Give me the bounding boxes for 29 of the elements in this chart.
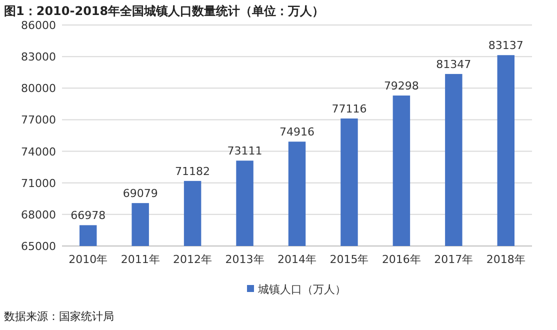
y-tick-label: 77000 <box>21 114 56 127</box>
y-tick-label: 71000 <box>21 176 56 190</box>
y-tick-label: 83000 <box>21 50 56 64</box>
y-tick-label: 68000 <box>21 208 56 222</box>
data-label: 69079 <box>122 187 158 200</box>
chart-title: 图1：2010-2018年全国城镇人口数量统计（单位：万人） <box>4 4 324 18</box>
y-tick-label: 65000 <box>21 240 56 253</box>
data-label: 71182 <box>175 164 210 178</box>
data-label: 77116 <box>332 102 367 116</box>
data-label: 66978 <box>70 209 106 222</box>
x-tick-label: 2018年 <box>486 253 526 266</box>
x-tick-label: 2016年 <box>382 253 421 266</box>
data-label: 73111 <box>227 144 262 158</box>
x-tick-label: 2017年 <box>434 253 474 266</box>
data-label: 81347 <box>436 58 472 71</box>
x-tick-label: 2013年 <box>225 253 264 266</box>
data-label: 79298 <box>384 80 419 93</box>
legend-label: 城镇人口（万人） <box>257 283 346 296</box>
y-tick-label: 80000 <box>21 82 56 96</box>
data-label: 74916 <box>280 126 314 139</box>
x-tick-label: 2012年 <box>173 253 212 266</box>
data-label: 83137 <box>488 39 524 52</box>
x-tick-label: 2011年 <box>120 253 160 266</box>
y-tick-label: 74000 <box>21 145 56 158</box>
x-tick-label: 2014年 <box>278 253 316 266</box>
source-note: 数据来源：国家统计局 <box>4 310 114 323</box>
x-tick-label: 2015年 <box>330 253 369 266</box>
y-tick-label: 86000 <box>21 19 56 32</box>
x-tick-label: 2010年 <box>68 253 108 266</box>
